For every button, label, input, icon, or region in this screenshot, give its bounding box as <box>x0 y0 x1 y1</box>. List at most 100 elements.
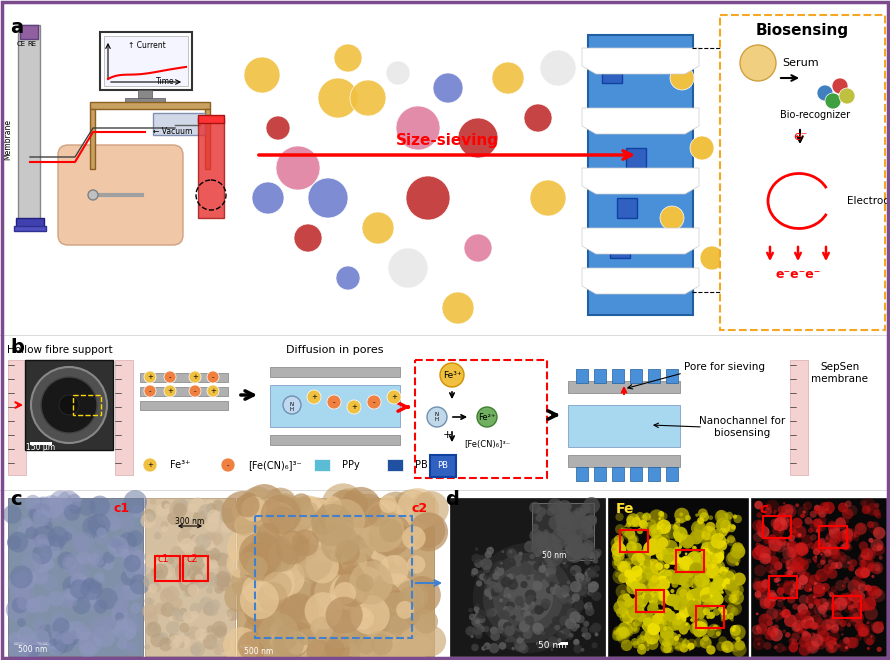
Bar <box>630 467 642 481</box>
Circle shape <box>66 621 85 640</box>
Circle shape <box>252 182 284 214</box>
Circle shape <box>234 515 255 536</box>
Circle shape <box>672 616 682 626</box>
Bar <box>568 405 680 447</box>
Circle shape <box>336 266 360 290</box>
Circle shape <box>833 550 838 554</box>
Circle shape <box>537 541 546 551</box>
Circle shape <box>619 628 630 639</box>
Text: CE: CE <box>16 41 26 47</box>
Circle shape <box>621 640 633 651</box>
Circle shape <box>689 559 696 566</box>
Circle shape <box>873 527 886 539</box>
Circle shape <box>200 634 214 647</box>
Circle shape <box>514 634 518 639</box>
Circle shape <box>773 522 782 531</box>
Circle shape <box>665 610 676 622</box>
Circle shape <box>756 626 760 630</box>
Circle shape <box>711 564 716 568</box>
Circle shape <box>827 569 837 579</box>
Circle shape <box>778 506 786 513</box>
Circle shape <box>124 490 147 513</box>
Text: Pore for sieving: Pore for sieving <box>684 362 765 372</box>
Circle shape <box>765 630 776 640</box>
Text: 50 nm: 50 nm <box>542 552 566 560</box>
Circle shape <box>150 556 164 570</box>
Circle shape <box>848 594 855 601</box>
Circle shape <box>546 591 549 593</box>
Circle shape <box>485 609 495 618</box>
Circle shape <box>651 528 661 539</box>
Circle shape <box>825 636 836 647</box>
Circle shape <box>803 510 806 513</box>
Circle shape <box>810 519 823 533</box>
Circle shape <box>476 624 483 630</box>
Circle shape <box>643 612 654 623</box>
Circle shape <box>810 615 823 628</box>
Circle shape <box>663 582 670 589</box>
Circle shape <box>396 601 414 619</box>
Circle shape <box>846 544 853 551</box>
Circle shape <box>837 531 847 542</box>
Circle shape <box>361 510 404 552</box>
Circle shape <box>656 527 664 535</box>
Circle shape <box>7 532 28 552</box>
Circle shape <box>860 581 866 587</box>
Bar <box>8 498 143 656</box>
Circle shape <box>114 618 137 641</box>
Circle shape <box>502 585 505 588</box>
Circle shape <box>376 574 416 613</box>
Circle shape <box>498 595 510 607</box>
Circle shape <box>492 62 524 94</box>
Circle shape <box>95 531 109 544</box>
Circle shape <box>727 537 736 546</box>
Circle shape <box>672 581 678 588</box>
Circle shape <box>675 574 685 584</box>
Circle shape <box>836 531 845 540</box>
Text: Membrane: Membrane <box>4 119 12 160</box>
Circle shape <box>753 532 763 542</box>
Text: -: - <box>149 388 151 394</box>
Circle shape <box>631 552 645 566</box>
Circle shape <box>830 574 833 576</box>
Circle shape <box>834 597 847 610</box>
Circle shape <box>789 562 802 575</box>
Circle shape <box>702 608 710 616</box>
Bar <box>415 360 547 478</box>
Circle shape <box>726 570 737 579</box>
Circle shape <box>41 540 61 559</box>
Circle shape <box>144 371 156 383</box>
Circle shape <box>625 598 635 607</box>
Circle shape <box>144 597 152 605</box>
Circle shape <box>633 587 642 595</box>
Circle shape <box>556 520 576 540</box>
Circle shape <box>160 521 168 529</box>
Circle shape <box>356 517 377 539</box>
Circle shape <box>66 494 82 510</box>
Circle shape <box>799 557 808 566</box>
Circle shape <box>679 543 683 546</box>
Circle shape <box>787 566 790 570</box>
Circle shape <box>222 491 264 534</box>
Circle shape <box>824 601 833 610</box>
Circle shape <box>279 498 315 533</box>
Circle shape <box>805 642 810 646</box>
Circle shape <box>628 570 643 585</box>
Circle shape <box>696 579 699 581</box>
Circle shape <box>716 642 726 651</box>
Circle shape <box>658 569 674 585</box>
Bar <box>73 395 101 415</box>
Circle shape <box>471 635 473 638</box>
Text: 300 nm: 300 nm <box>175 517 205 525</box>
Circle shape <box>658 589 664 595</box>
Circle shape <box>321 483 365 527</box>
Circle shape <box>821 598 827 603</box>
Circle shape <box>784 518 792 527</box>
Circle shape <box>854 622 865 632</box>
Circle shape <box>807 632 819 644</box>
Circle shape <box>613 559 620 566</box>
Circle shape <box>179 608 188 616</box>
Circle shape <box>123 581 142 601</box>
Circle shape <box>796 610 806 622</box>
Circle shape <box>171 506 186 521</box>
